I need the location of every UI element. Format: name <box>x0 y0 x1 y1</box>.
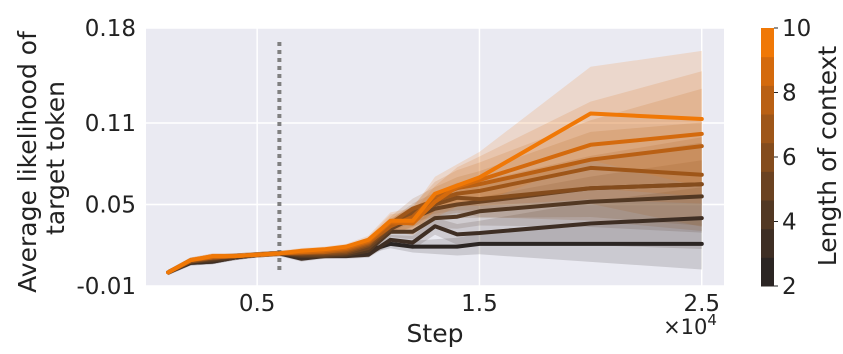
x-tick-label: 2.5 <box>683 291 720 317</box>
series-line-context-10 <box>166 111 704 275</box>
colorbar-tick-label: 4 <box>782 210 797 236</box>
y-tick-label: 0.05 <box>85 193 136 219</box>
colorbar-label: Length of context <box>813 46 842 267</box>
colorbar-segment-5 <box>761 114 774 144</box>
colorbar-segment-4 <box>761 142 774 172</box>
y-axis-label-line-1: Average likelihood of <box>13 30 42 293</box>
y-tick-label: 0.18 <box>85 16 136 42</box>
x-multiplier-label: ×104 <box>663 311 717 339</box>
colorbar-segment-3 <box>761 171 774 201</box>
colorbar-tick-label: 2 <box>782 274 797 300</box>
x-tick-label: 0.5 <box>239 291 276 317</box>
y-tick-label: 0.11 <box>85 111 136 137</box>
x-multiplier-exponent: 4 <box>707 311 717 329</box>
confidence-band-context-9 <box>168 71 702 276</box>
x-tick-labels: 0.5 1.5 2.5 <box>239 291 720 317</box>
confidence-band-context-10 <box>168 50 702 276</box>
y-tick-label: -0.01 <box>76 274 136 300</box>
colorbar-segment-6 <box>761 85 774 115</box>
colorbar-tick-labels: 2 4 6 8 10 <box>774 16 811 300</box>
colorbar-tick-label: 8 <box>782 81 797 107</box>
y-axis-label-line-2: target token <box>41 81 70 235</box>
colorbar-tick-label: 6 <box>782 145 797 171</box>
confidence-band-context-8 <box>168 88 702 276</box>
colorbar-tick-label: 10 <box>782 16 811 42</box>
x-axis-label: Step <box>407 319 464 348</box>
grid-lines <box>146 27 724 287</box>
confidence-band-context-3 <box>168 187 702 276</box>
colorbar-segment-1 <box>761 228 774 258</box>
y-axis-label: Average likelihood of target token <box>13 23 70 293</box>
colorbar-segment-8 <box>761 28 774 58</box>
y-tick-labels: -0.01 0.05 0.11 0.18 <box>76 16 136 300</box>
series-lines <box>166 111 704 275</box>
colorbar-segment-0 <box>761 257 774 287</box>
colorbar <box>761 28 774 287</box>
colorbar-segment-7 <box>761 56 774 86</box>
x-tick-label: 1.5 <box>461 291 498 317</box>
colorbar-segment-2 <box>761 200 774 230</box>
x-multiplier-base: ×10 <box>663 315 707 339</box>
